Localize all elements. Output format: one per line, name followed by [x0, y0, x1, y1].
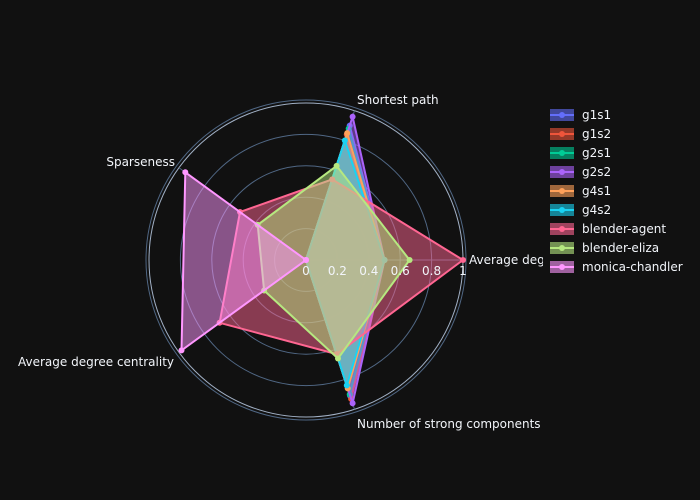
axis-label-1: Average deg — [469, 253, 545, 267]
series-monica-chandler — [178, 169, 309, 354]
point-g4s2-5 — [343, 382, 350, 389]
axis-label-3: Sparseness — [106, 155, 175, 169]
legend-item-g2s2[interactable]: g2s2 — [550, 165, 611, 179]
legend-item-blender-agent[interactable]: blender-agent — [550, 222, 666, 236]
point-blender-eliza-1 — [406, 257, 413, 263]
legend-marker — [559, 112, 565, 118]
legend[interactable]: g1s1 g1s2 g2s1 g2s2 g4s1 g4s2 blender-agent ble… — [550, 108, 683, 274]
radial-tick-label: 0.8 — [422, 264, 441, 278]
point-g2s2-2 — [349, 113, 356, 120]
legend-item-g4s1[interactable]: g4s1 — [550, 184, 611, 198]
legend-marker — [559, 169, 565, 175]
point-blender-eliza-5 — [335, 355, 341, 362]
legend-label: g4s1 — [582, 184, 611, 198]
point-monica-chandler-3 — [182, 169, 189, 176]
point-g2s2-5 — [349, 400, 356, 407]
legend-item-blender-eliza[interactable]: blender-eliza — [550, 241, 659, 255]
legend-marker — [559, 131, 565, 137]
legend-marker — [559, 226, 565, 232]
legend-item-g2s1[interactable]: g2s1 — [550, 146, 611, 160]
legend-marker — [559, 264, 565, 270]
point-monica-chandler-5 — [303, 257, 309, 263]
point-g4s2-2 — [341, 137, 348, 144]
axis-label-4: Average degree centrality — [18, 355, 174, 369]
radial-tick-label: 0.4 — [359, 264, 378, 278]
axis-label-2: Shortest path — [357, 93, 439, 107]
legend-marker — [559, 207, 565, 213]
point-blender-eliza-2 — [333, 162, 340, 169]
legend-label: blender-eliza — [582, 241, 659, 255]
legend-item-monica-chandler[interactable]: monica-chandler — [550, 260, 683, 274]
series-area-monica-chandler — [180, 170, 308, 353]
series-layer — [178, 112, 466, 408]
point-monica-chandler-4 — [178, 347, 185, 354]
radial-tick-label: 0.2 — [328, 264, 347, 278]
legend-item-g1s2[interactable]: g1s2 — [550, 127, 611, 141]
legend-label: g2s1 — [582, 146, 611, 160]
radial-tick-label: 1 — [459, 264, 467, 278]
legend-label: g4s2 — [582, 203, 611, 217]
legend-label: g1s1 — [582, 108, 611, 122]
legend-label: g1s2 — [582, 127, 611, 141]
point-g4s1-2 — [344, 130, 351, 137]
legend-marker — [559, 150, 565, 156]
legend-marker — [559, 245, 565, 251]
legend-item-g4s2[interactable]: g4s2 — [550, 203, 611, 217]
legend-marker — [559, 188, 565, 194]
radial-tick-label: 0.6 — [391, 264, 410, 278]
legend-label: blender-agent — [582, 222, 666, 236]
legend-label: g2s2 — [582, 165, 611, 179]
legend-item-g1s1[interactable]: g1s1 — [550, 108, 611, 122]
label-clip — [543, 245, 549, 275]
legend-label: monica-chandler — [582, 260, 683, 274]
axis-label-5: Number of strong components — [357, 417, 541, 431]
point-blender-agent-1 — [460, 257, 466, 263]
radial-tick-label: 0 — [302, 264, 310, 278]
